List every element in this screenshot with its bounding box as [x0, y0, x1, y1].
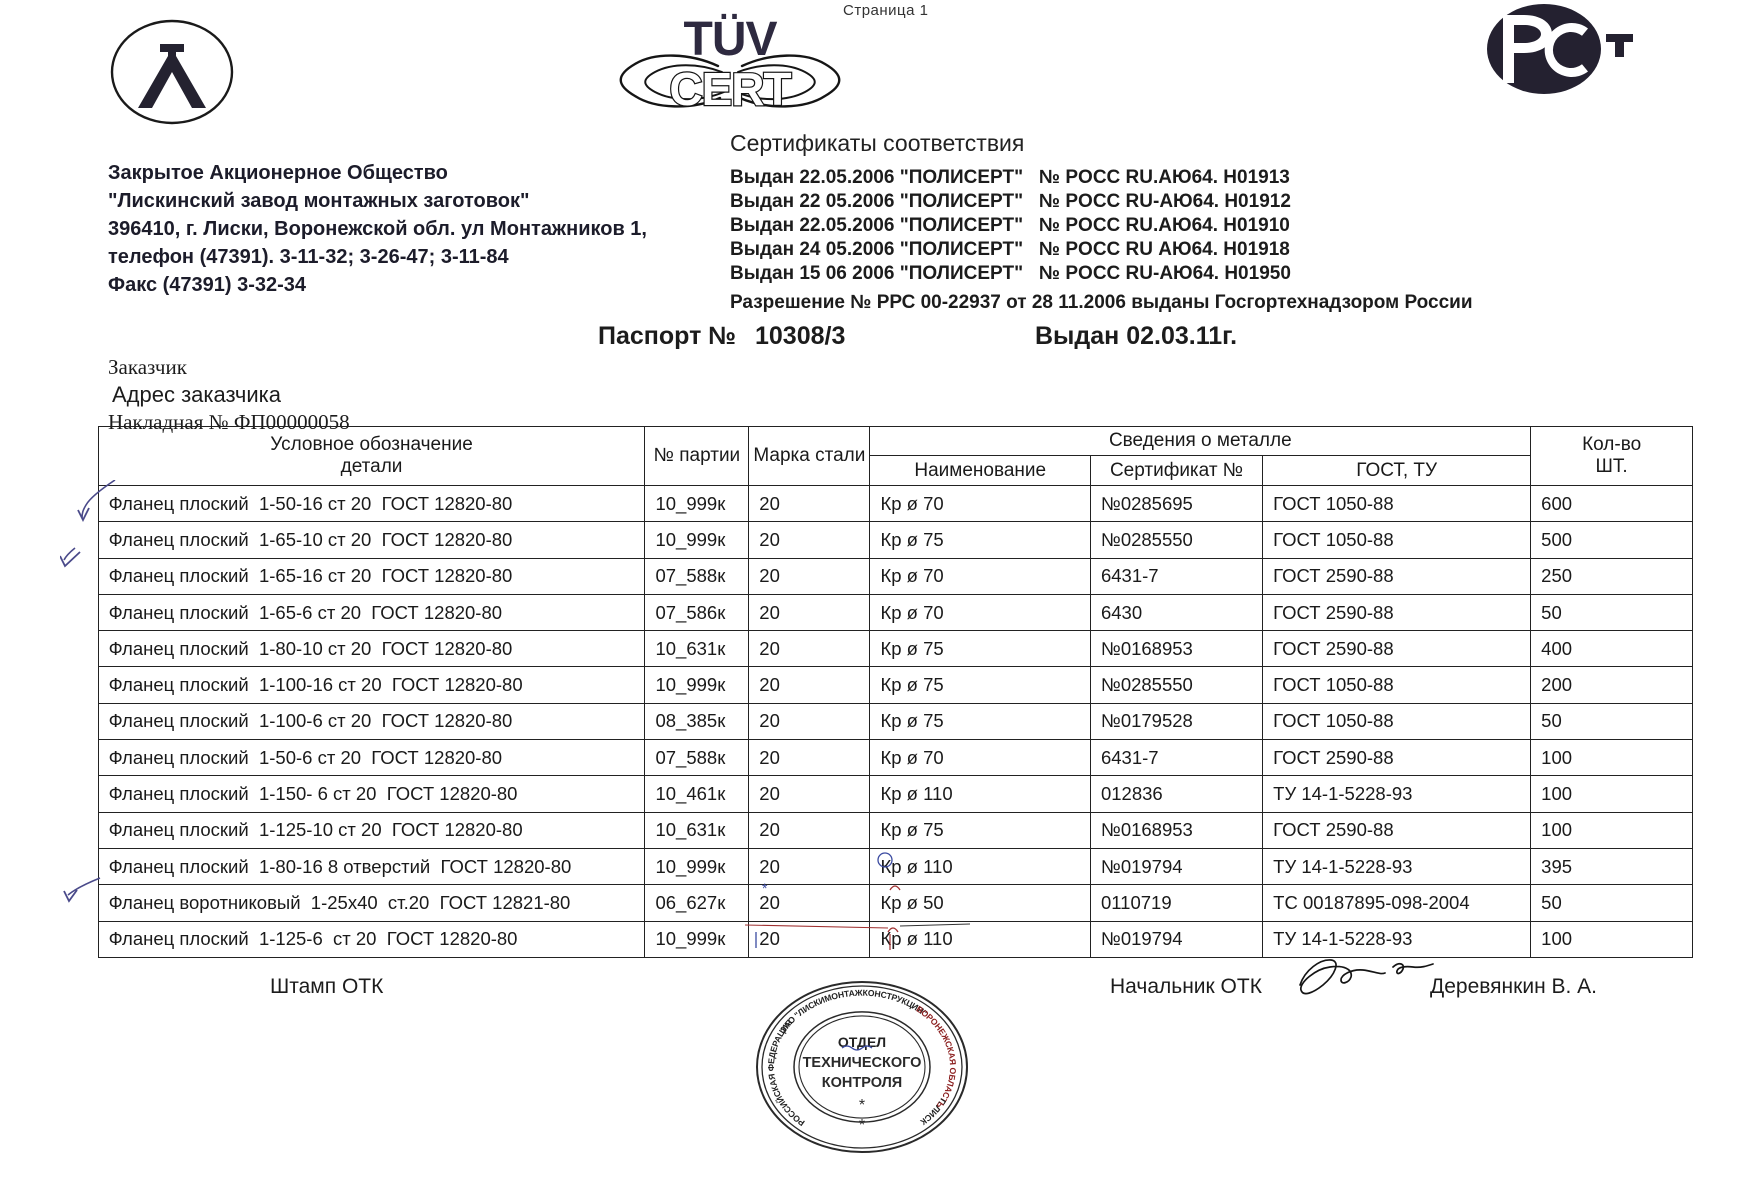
svg-text:*: *: [762, 880, 768, 896]
svg-text:CERT: CERT: [669, 63, 791, 115]
svg-text:*: *: [859, 1117, 865, 1134]
svg-text:КОНТРОЛЯ: КОНТРОЛЯ: [822, 1075, 902, 1091]
svg-text:ТЕХНИЧЕСКОГО: ТЕХНИЧЕСКОГО: [803, 1055, 922, 1071]
svg-text:TÜV: TÜV: [684, 13, 778, 66]
svg-text:*: *: [859, 1097, 865, 1114]
